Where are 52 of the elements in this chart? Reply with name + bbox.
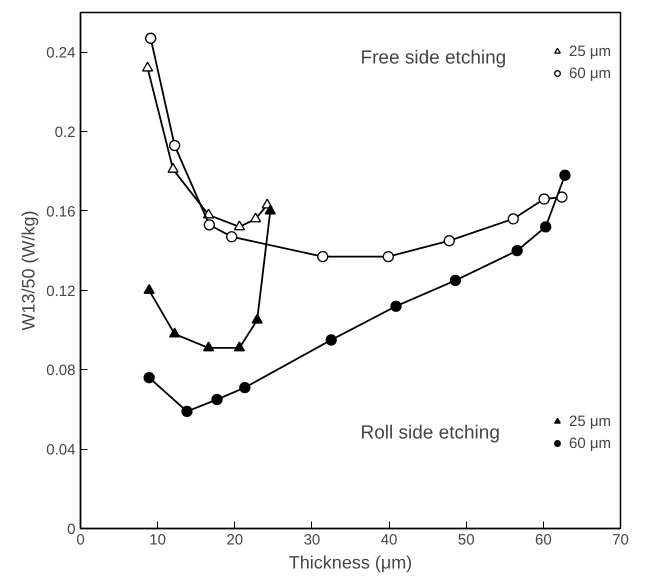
point: [144, 284, 155, 294]
point: [508, 213, 519, 225]
point: [234, 220, 246, 230]
point: [204, 219, 215, 230]
x-axis-title: Thickness (μm): [288, 552, 412, 572]
point: [202, 341, 214, 352]
point: [559, 170, 571, 181]
x-tick-label: 40: [380, 532, 398, 548]
point: [144, 372, 155, 384]
point: [234, 341, 246, 352]
legend-label: 60 μm: [569, 64, 611, 82]
point: [239, 382, 250, 394]
x-tick-label: 50: [458, 532, 475, 548]
point: [167, 162, 179, 173]
y-tick-label: 0.16: [46, 203, 76, 220]
point: [181, 406, 193, 418]
point: [168, 140, 180, 152]
point: [556, 191, 568, 203]
point: [142, 62, 154, 72]
y-axis-title: W13/50 (W/kg): [18, 210, 38, 331]
point: [264, 204, 276, 214]
legend-label: 25 μm: [569, 42, 611, 60]
point: [226, 231, 238, 242]
x-tick-label: 70: [612, 532, 629, 548]
y-tick-label: 0.04: [46, 442, 76, 459]
legend-label: 25 μm: [569, 412, 611, 430]
point: [450, 274, 462, 286]
point: [145, 32, 156, 44]
annotation: Roll side etching: [360, 422, 500, 444]
legend-label: 60 μm: [569, 434, 611, 452]
x-tick-label: 10: [149, 532, 166, 548]
y-tick-label: 0.08: [46, 362, 76, 380]
point: [390, 300, 402, 312]
point: [444, 235, 455, 246]
point: [211, 394, 223, 406]
y-tick-label: 0: [67, 521, 76, 538]
point: [326, 334, 337, 346]
point: [168, 328, 180, 338]
x-tick-label: 60: [535, 532, 552, 548]
point: [317, 250, 328, 262]
y-tick-label: 0.2: [54, 124, 76, 142]
y-tick-label: 0.12: [46, 282, 76, 300]
x-tick-label: 30: [304, 532, 320, 548]
point: [250, 212, 262, 222]
annotation: Free side etching: [360, 48, 506, 68]
x-tick-label: 20: [226, 532, 244, 548]
point: [511, 245, 523, 256]
point: [382, 250, 394, 262]
point: [252, 314, 263, 324]
point: [538, 193, 550, 205]
point: [540, 221, 552, 232]
y-tick-label: 0.24: [46, 44, 76, 62]
